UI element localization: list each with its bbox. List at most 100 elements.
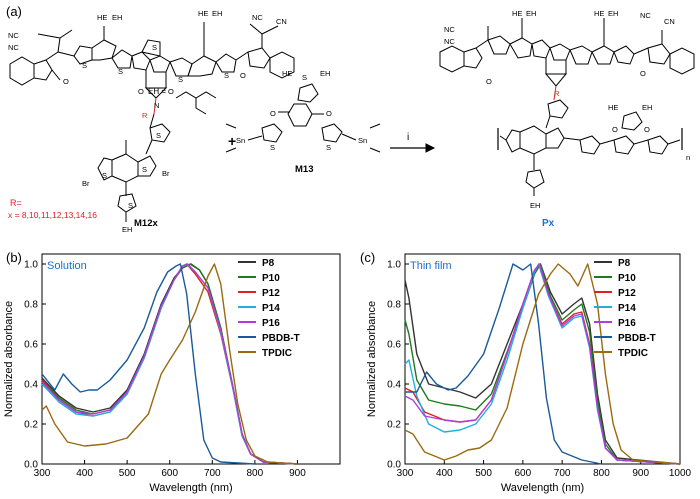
atom-cn: CN	[276, 17, 287, 26]
atom-eh: EH	[608, 9, 618, 18]
series-line-p16	[41, 263, 298, 465]
monomer-m12x-atoms: NC NC O S S HE EH S O N O S HE EH S NC C…	[8, 9, 287, 234]
atom-nc: NC	[444, 25, 455, 34]
legend-label: P8	[618, 258, 631, 269]
legend-label: P10	[262, 273, 280, 284]
series-line-tpdic	[404, 263, 681, 465]
atom-he: HE	[608, 103, 618, 112]
atom-o: O	[63, 77, 69, 86]
series-line-p12	[41, 263, 298, 465]
atom-eh: EH	[526, 9, 536, 18]
atom-o: O	[644, 125, 650, 134]
atom-s: S	[178, 75, 183, 84]
atom-o: O	[640, 69, 646, 78]
atom-r: R	[142, 111, 148, 120]
atom-eh: EH	[642, 103, 652, 112]
legend-label: P16	[262, 318, 280, 329]
legend-label: P10	[618, 273, 636, 284]
x-tick-label: 800	[593, 468, 610, 479]
x-tick-label: 800	[247, 468, 264, 479]
atom-eh: EH	[212, 9, 222, 18]
inset-label: Solution	[47, 260, 87, 272]
y-tick-label: 0.4	[24, 380, 38, 391]
legend-label: PBDB-T	[618, 333, 656, 344]
legend-label: PBDB-T	[262, 333, 300, 344]
monomer-m12x-structure	[9, 22, 295, 222]
atom-s: S	[128, 201, 133, 210]
atom-r: R	[554, 89, 560, 98]
monomer-m13-structure	[225, 83, 381, 153]
atom-br: Br	[82, 179, 90, 188]
atom-eh: EH	[530, 201, 540, 210]
x-tick-label: 1000	[669, 468, 692, 479]
atom-s: S	[156, 131, 161, 140]
atom-o: O	[326, 109, 332, 118]
atom-he: HE	[512, 9, 522, 18]
x-tick-label: 600	[515, 468, 532, 479]
reaction-step-label: i	[407, 132, 409, 143]
x-tick-label: 400	[436, 468, 453, 479]
atom-he: HE	[594, 9, 604, 18]
plot-frame	[404, 253, 681, 465]
r-definition-label: R=	[10, 198, 22, 208]
atom-o: O	[486, 77, 492, 86]
panel-label: (c)	[360, 250, 375, 265]
atom-s: S	[302, 73, 307, 82]
atom-eh: EH	[320, 69, 330, 78]
atom-o: O	[612, 125, 618, 134]
x-tick-label: 500	[475, 468, 492, 479]
y-tick-label: 1.0	[387, 260, 401, 271]
atom-nc: NC	[8, 31, 19, 40]
atom-eh: EH	[122, 225, 132, 234]
x-tick-label: 900	[632, 468, 649, 479]
atom-s: S	[270, 143, 275, 152]
reaction-scheme: (a)	[6, 4, 695, 234]
atom-s: S	[102, 171, 107, 180]
atom-s: S	[326, 143, 331, 152]
legend-label: P12	[262, 288, 280, 299]
repeat-n: n	[686, 153, 690, 162]
chart-panel-thin-film: (c) Thin film 300 400 500 600 700 800 900 1000 0.0…	[360, 250, 692, 494]
atom-n: N	[154, 101, 159, 110]
atom-he: HE	[282, 69, 292, 78]
atom-s: S	[224, 71, 229, 80]
y-axis-label: Normalized absorbance	[366, 301, 378, 417]
x-values-label: x = 8,10,11,12,13,14,16	[8, 210, 97, 220]
polymer-px-atoms: NC NC O HE EH HE EH NC CN O R HE EH O O …	[444, 9, 690, 210]
x-tick-label: 900	[289, 468, 306, 479]
x-axis-label: Wavelength (nm)	[501, 482, 584, 494]
series-line-pbdb-t	[41, 263, 255, 465]
series-line-tpdic	[41, 263, 298, 465]
arrow-head	[425, 143, 436, 153]
y-tick-label: 0.2	[387, 420, 401, 431]
x-tick-label: 700	[554, 468, 571, 479]
atom-eh: EH	[112, 13, 122, 22]
y-tick-label: 0.0	[24, 460, 38, 471]
y-tick-label: 0.0	[387, 460, 401, 471]
monomer-m12x-label: M12x	[134, 218, 158, 229]
legend-label: P14	[618, 303, 636, 314]
atom-o: O	[240, 71, 246, 80]
atom-nc: NC	[8, 43, 19, 52]
legend-label: TPDIC	[618, 348, 648, 359]
series-line-p16	[404, 263, 681, 465]
legend-label: TPDIC	[262, 348, 292, 359]
atom-sn: Sn	[236, 136, 245, 145]
eh-definition-label: EH =	[148, 87, 166, 96]
x-tick-label: 300	[397, 468, 414, 479]
panel-label: (b)	[6, 250, 22, 265]
atom-he: HE	[97, 13, 107, 22]
x-tick-label: 400	[76, 468, 93, 479]
legend-label: P12	[618, 288, 636, 299]
atom-he: HE	[198, 9, 208, 18]
atom-nc: NC	[252, 13, 263, 22]
atom-sn: Sn	[358, 136, 367, 145]
series-line-p10	[41, 263, 298, 465]
series-line-p8	[41, 263, 298, 465]
plot-frame	[41, 253, 341, 465]
atom-br: Br	[162, 169, 170, 178]
y-tick-label: 0.6	[387, 340, 401, 351]
atom-s: S	[118, 67, 123, 76]
chart-panel-solution: (b) Solution 300 400 500 600 700 800 900 0.0 0.2 0.…	[3, 250, 341, 494]
